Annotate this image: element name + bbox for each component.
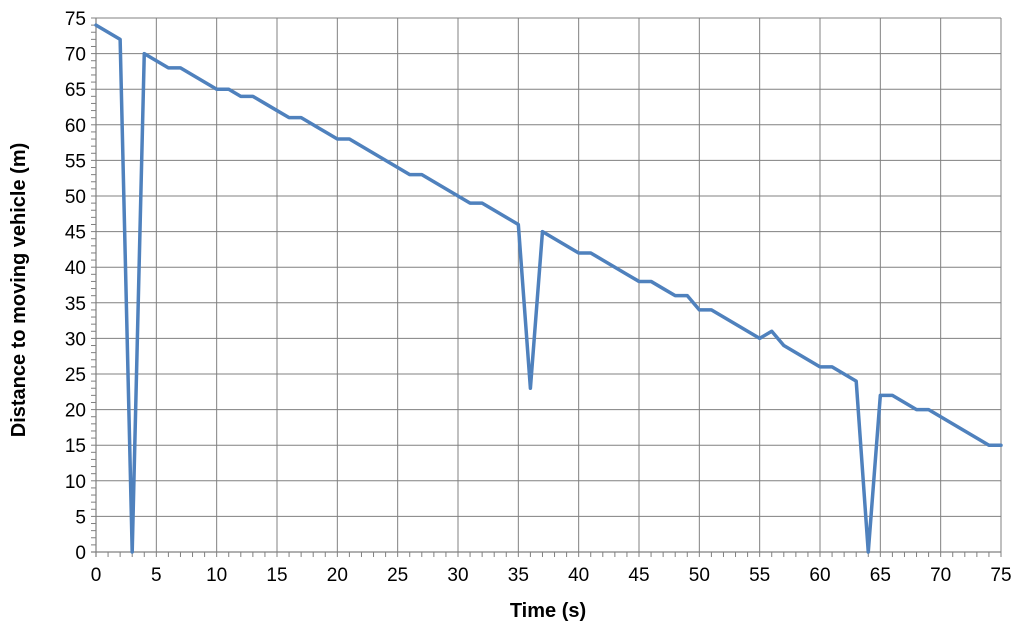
series-layer xyxy=(94,23,1003,554)
x-tick-label: 30 xyxy=(447,565,468,586)
x-tick-label: 75 xyxy=(990,565,1011,586)
y-tick-label: 75 xyxy=(65,9,86,30)
series-line xyxy=(94,23,1003,554)
y-tick-label: 15 xyxy=(65,436,86,457)
y-tick-label: 70 xyxy=(65,45,86,66)
x-tick-label: 10 xyxy=(206,565,227,586)
x-tick-label: 55 xyxy=(749,565,770,586)
y-tick-label: 30 xyxy=(65,329,86,350)
grid-lines xyxy=(95,17,1002,553)
y-tick-label: 5 xyxy=(75,507,86,528)
x-tick-label: 0 xyxy=(91,565,102,586)
axes xyxy=(91,18,1001,557)
y-tick-label: 60 xyxy=(65,116,86,137)
x-tick-label: 15 xyxy=(266,565,287,586)
x-tick-label: 65 xyxy=(870,565,891,586)
y-axis-title: Distance to moving vehicle (m) xyxy=(8,143,30,438)
x-tick-label: 25 xyxy=(387,565,408,586)
x-tick-label: 40 xyxy=(568,565,589,586)
x-tick-label: 45 xyxy=(628,565,649,586)
y-tick-label: 50 xyxy=(65,187,86,208)
y-tick-label: 40 xyxy=(65,258,86,279)
x-tick-label: 35 xyxy=(508,565,529,586)
x-tick-label: 70 xyxy=(930,565,951,586)
x-tick-label: 5 xyxy=(151,565,162,586)
y-tick-label: 10 xyxy=(65,472,86,493)
x-tick-label: 20 xyxy=(327,565,348,586)
x-axis-title: Time (s) xyxy=(510,600,586,622)
y-tick-label: 20 xyxy=(65,401,86,422)
x-tick-labels: 0 5 10 15 20 25 30 35 40 45 50 55 60 65 70 75 xyxy=(91,565,1012,586)
y-tick-label: 55 xyxy=(65,151,86,172)
y-tick-label: 25 xyxy=(65,365,86,386)
y-tick-label: 65 xyxy=(65,80,86,101)
y-tick-label: 0 xyxy=(75,543,86,564)
minor-ticks xyxy=(91,17,1002,557)
x-tick-label: 50 xyxy=(689,565,710,586)
y-tick-label: 35 xyxy=(65,294,86,315)
y-tick-label: 45 xyxy=(65,223,86,244)
y-tick-labels: 0 5 10 15 20 25 30 35 40 45 50 55 60 65 70 75 xyxy=(65,9,86,564)
x-tick-label: 60 xyxy=(809,565,830,586)
